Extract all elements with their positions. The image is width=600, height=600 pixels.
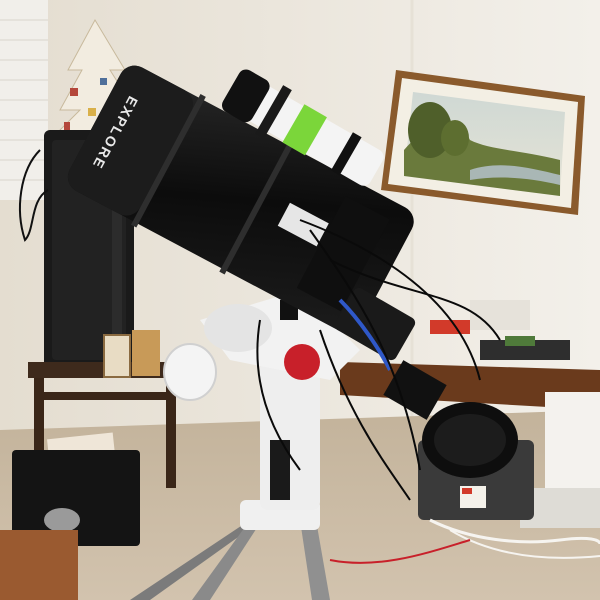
red-cable	[329, 539, 471, 564]
cable-bundle	[256, 219, 501, 501]
blue-cable	[338, 298, 392, 371]
blind-slats	[0, 19, 48, 181]
telescope-tube: EXPLORE	[67, 65, 414, 333]
tripod	[130, 500, 330, 600]
photo-frame	[103, 334, 131, 378]
cable	[19, 149, 49, 242]
white-cable	[449, 529, 600, 559]
box	[132, 330, 160, 376]
white-cable	[429, 518, 600, 545]
subwoofer	[12, 450, 140, 546]
framed-painting	[381, 70, 585, 215]
guide-scope	[222, 69, 384, 186]
counterweight	[163, 343, 217, 401]
camera-assembly	[334, 287, 518, 478]
desk-clutter	[430, 300, 570, 360]
red-knob	[284, 344, 320, 380]
wooden-crate	[0, 530, 78, 600]
